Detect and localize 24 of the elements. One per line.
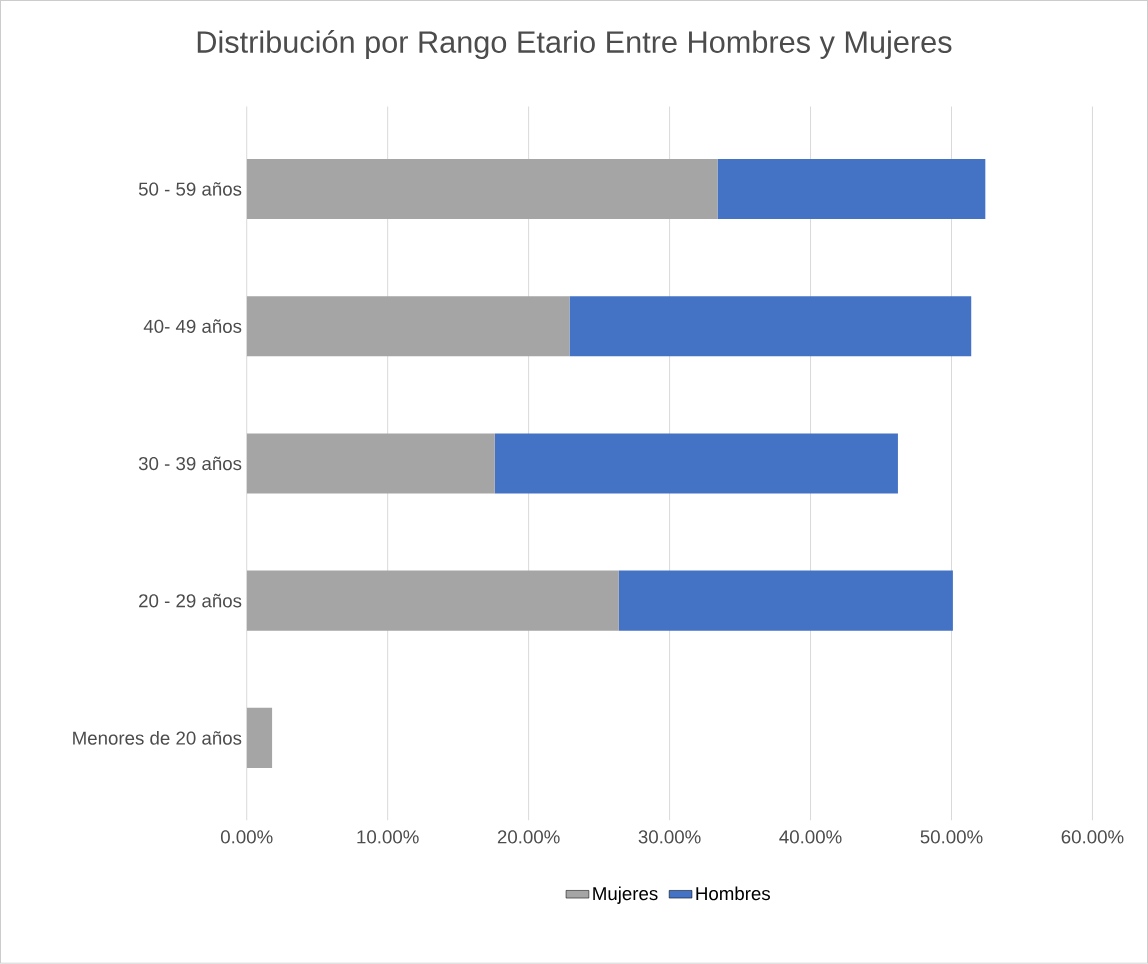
x-tick-label: 30.00% — [638, 830, 701, 844]
x-tick-label: 10.00% — [357, 830, 419, 844]
bar — [569, 296, 972, 357]
legend-label: Mujeres — [593, 886, 658, 904]
bar — [246, 296, 570, 357]
bar — [246, 570, 619, 631]
legend-label: Hombres — [696, 886, 770, 901]
bar — [246, 433, 495, 494]
x-tick-label: 0.00% — [220, 830, 273, 844]
y-tick-label: 40- 49 años — [143, 319, 242, 334]
chart-title: Distribución por Rango Etario Entre Hombres y Mujeres — [197, 30, 952, 60]
bar — [246, 707, 273, 768]
bar — [246, 158, 718, 220]
y-tick-label: 20 - 29 años — [139, 593, 242, 608]
bar — [618, 570, 953, 631]
bar — [717, 158, 986, 220]
x-tick-label: 60.00% — [1061, 830, 1124, 844]
x-tick-label: 20.00% — [497, 830, 560, 844]
x-tick-label: 50.00% — [920, 830, 983, 844]
bar — [494, 433, 898, 494]
y-tick-label: 50 - 59 años — [138, 182, 242, 196]
y-tick-label: Menores de 20 años — [73, 731, 242, 745]
y-tick-label: 30 - 39 años — [138, 456, 242, 471]
x-tick-label: 40.00% — [779, 830, 842, 844]
